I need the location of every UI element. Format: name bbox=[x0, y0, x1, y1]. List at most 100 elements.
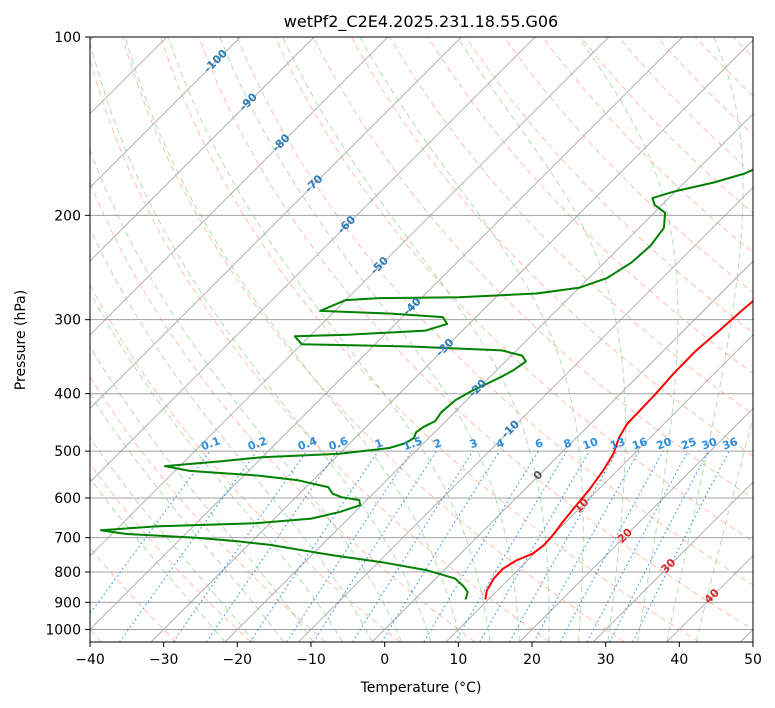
moist-adiabat-line bbox=[167, 37, 491, 642]
x-tick-label: 30 bbox=[597, 652, 615, 668]
x-tick-label: −10 bbox=[296, 652, 326, 668]
x-tick-label: 50 bbox=[744, 652, 762, 668]
moist-adiabat-line bbox=[695, 415, 753, 642]
x-axis-ticks: −40 −30 −20 −10 0 10 20 30 40 50 bbox=[75, 642, 762, 668]
isotherm-line bbox=[224, 113, 753, 642]
dry-adiabat-line bbox=[198, 37, 753, 631]
y-axis-label: Pressure (hPa) bbox=[13, 290, 29, 390]
mixing-ratio-line bbox=[381, 450, 501, 642]
x-tick-label: 10 bbox=[449, 652, 467, 668]
moist-adiabat-line bbox=[359, 37, 584, 642]
y-tick-label: 700 bbox=[54, 531, 81, 547]
isotherm-line bbox=[90, 37, 536, 483]
x-axis-label: Temperature (°C) bbox=[360, 680, 482, 696]
mixing-ratio-line bbox=[312, 450, 438, 642]
mixing-ratio-label: 1.5 bbox=[401, 434, 424, 453]
y-tick-label: 500 bbox=[54, 444, 81, 460]
mixing-ratio-label: 16 bbox=[630, 435, 649, 453]
x-tick-label: 0 bbox=[380, 652, 389, 668]
mixing-ratio-line bbox=[586, 450, 689, 642]
isotherm-line bbox=[592, 481, 753, 642]
y-tick-label: 400 bbox=[54, 387, 81, 403]
isotherm-line bbox=[298, 186, 753, 642]
y-tick-label: 1000 bbox=[45, 622, 81, 638]
x-tick-label: −30 bbox=[149, 652, 179, 668]
mixing-ratio-label: 6 bbox=[533, 436, 545, 451]
isotherm-line bbox=[519, 407, 753, 642]
x-tick-label: −40 bbox=[75, 652, 105, 668]
x-tick-label: 20 bbox=[523, 652, 541, 668]
y-tick-label: 600 bbox=[54, 491, 81, 507]
moist-adiabat-line bbox=[124, 37, 461, 642]
moist-adiabat-line bbox=[90, 227, 373, 642]
x-tick-label: 40 bbox=[670, 652, 688, 668]
mixing-ratio-label: 10 bbox=[581, 435, 600, 453]
dry-adiabat-line bbox=[160, 37, 700, 642]
chart-title: wetPf2_C2E4.2025.231.18.55.G06 bbox=[284, 12, 558, 32]
mixing-ratio-line bbox=[172, 450, 308, 642]
isotherm-line bbox=[90, 37, 315, 262]
mixing-ratio-line bbox=[454, 450, 568, 642]
mixing-ratio-label: 0.2 bbox=[246, 434, 269, 453]
moist-adiabat-line bbox=[90, 291, 344, 642]
dry-adiabat-line bbox=[236, 37, 753, 586]
mixing-ratio-label: 25 bbox=[679, 435, 698, 452]
mixing-ratio-line bbox=[559, 450, 664, 642]
y-axis-ticks: 100 200 300 400 500 600 700 800 900 1000 bbox=[45, 30, 90, 638]
mixing-ratio-label: 0.4 bbox=[296, 434, 319, 453]
moist-adiabat-line bbox=[90, 345, 314, 642]
isotherm-line bbox=[90, 37, 683, 631]
dry-adiabat-line bbox=[274, 37, 753, 542]
moist-adiabat-line bbox=[282, 37, 550, 642]
mixing-ratio-line bbox=[205, 450, 338, 642]
mixing-ratio-label: 4 bbox=[494, 436, 506, 451]
plot-frame bbox=[89, 36, 754, 643]
isotherm-line bbox=[371, 260, 753, 642]
isotherm-line bbox=[90, 37, 462, 410]
mixing-ratio-label: 30 bbox=[700, 435, 719, 453]
moist-adiabat-line bbox=[90, 477, 226, 642]
mixing-ratio-label: 8 bbox=[562, 436, 574, 451]
isotherm-line bbox=[90, 37, 241, 189]
moist-adiabat-line bbox=[219, 37, 520, 642]
mixing-ratio-line bbox=[286, 450, 413, 642]
mixing-ratio-line bbox=[249, 450, 379, 642]
isotherm-line bbox=[90, 37, 389, 336]
data-lines bbox=[99, 168, 753, 600]
moist-adiabat-line bbox=[578, 37, 679, 642]
mixing-ratio-label: 36 bbox=[721, 435, 740, 453]
mixing-ratio-line bbox=[352, 450, 474, 642]
mixing-ratio-label: 0.1 bbox=[199, 434, 222, 453]
y-tick-label: 100 bbox=[54, 30, 81, 46]
mixing-ratio-label: 13 bbox=[608, 435, 627, 452]
mixing-ratio-label: 3 bbox=[468, 436, 480, 451]
dry-adiabat-line bbox=[312, 37, 753, 499]
isotherm-line bbox=[150, 39, 753, 642]
y-tick-label: 900 bbox=[54, 595, 81, 611]
temperature-profile-line bbox=[484, 299, 753, 600]
mixing-ratio-label: 20 bbox=[655, 435, 674, 453]
moist-adiabat-line bbox=[90, 148, 403, 642]
moist-adiabat-line bbox=[90, 393, 285, 642]
isotherm-line bbox=[90, 37, 610, 557]
mixing-ratio-label: 2 bbox=[432, 436, 444, 451]
dry-adiabat-line bbox=[121, 37, 625, 642]
dewpoint-profile-line bbox=[99, 168, 753, 600]
y-tick-label: 200 bbox=[54, 208, 81, 224]
mixing-ratio-label: 1 bbox=[373, 436, 385, 451]
moist-adiabat-line bbox=[456, 37, 626, 642]
mixing-ratio-label: 0.6 bbox=[327, 434, 350, 453]
mixing-ratio-line bbox=[119, 450, 258, 642]
y-tick-label: 800 bbox=[54, 565, 81, 581]
dry-adiabat-line bbox=[90, 463, 252, 642]
moist-adiabat-line bbox=[90, 40, 432, 642]
moist-adiabat-line bbox=[666, 37, 744, 642]
dry-adiabat-line bbox=[427, 37, 753, 374]
moist-adiabat-line bbox=[90, 437, 255, 642]
dry-adiabat-line bbox=[90, 57, 550, 642]
y-tick-label: 300 bbox=[54, 313, 81, 329]
dry-adiabat-line bbox=[465, 37, 753, 334]
mixing-ratio-line bbox=[423, 450, 539, 642]
dry-adiabat-line bbox=[503, 37, 753, 294]
